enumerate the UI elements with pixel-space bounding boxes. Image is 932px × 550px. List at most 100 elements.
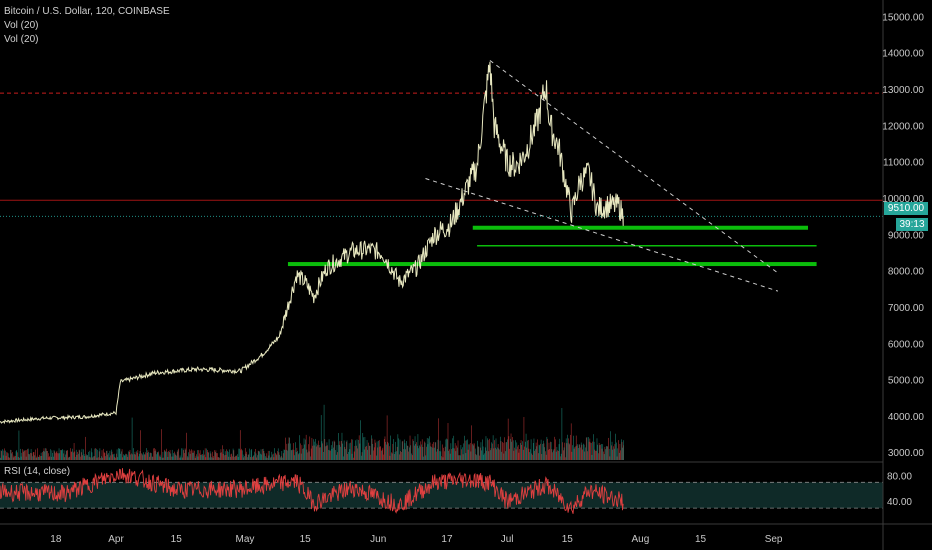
volume-bar — [563, 450, 564, 460]
volume-bar — [284, 449, 285, 460]
volume-bar — [162, 451, 164, 460]
volume-bar — [343, 456, 344, 460]
volume-bar — [314, 441, 316, 460]
volume-legend-2[interactable]: Vol (20) — [4, 34, 39, 45]
volume-bar — [152, 456, 154, 460]
volume-bar — [512, 437, 513, 460]
price-tick-label: 13000.00 — [882, 85, 924, 96]
volume-bar — [315, 438, 316, 460]
volume-bar — [163, 457, 164, 460]
volume-bar — [234, 456, 236, 460]
volume-bar — [232, 456, 233, 460]
volume-bar — [361, 452, 363, 460]
symbol-legend[interactable]: Bitcoin / U.S. Dollar, 120, COINBASE — [4, 6, 170, 17]
volume-bar — [117, 457, 119, 460]
volume-bar — [245, 453, 247, 460]
volume-bar — [426, 446, 427, 460]
volume-bar — [262, 449, 263, 460]
volume-bar — [477, 446, 479, 460]
volume-bar — [391, 452, 392, 460]
volume-bar — [564, 442, 566, 460]
volume-bar — [179, 455, 181, 460]
volume-bar — [35, 457, 37, 460]
volume-bar — [16, 449, 18, 460]
volume-bar — [113, 453, 115, 460]
volume-bar — [452, 448, 454, 460]
volume-bar — [607, 446, 609, 460]
volume-bar — [15, 451, 17, 460]
volume-bar — [243, 457, 245, 460]
volume-bar — [252, 456, 254, 460]
volume-bar — [590, 442, 592, 460]
volume-bar — [216, 453, 217, 460]
volume-bar — [339, 441, 341, 460]
volume-bar — [186, 432, 187, 460]
volume-bar — [333, 447, 334, 460]
volume-bar — [247, 457, 248, 460]
volume-legend-1[interactable]: Vol (20) — [4, 20, 39, 31]
volume-bar — [237, 454, 238, 460]
volume-bar — [402, 440, 404, 460]
volume-bar — [79, 450, 81, 460]
volume-bar — [325, 446, 326, 460]
volume-bar — [264, 453, 265, 460]
volume-bar — [170, 453, 172, 460]
volume-bar — [571, 451, 573, 460]
volume-bar — [449, 453, 451, 460]
volume-bar — [13, 455, 15, 460]
volume-bar — [398, 438, 399, 460]
volume-bar — [178, 448, 179, 460]
volume-bar — [171, 449, 173, 460]
price-tick-label: 6000.00 — [888, 339, 925, 350]
volume-bar — [481, 450, 482, 460]
volume-bar — [93, 456, 95, 460]
volume-bar — [534, 450, 535, 460]
volume-bar — [82, 455, 83, 460]
volume-bar — [416, 445, 418, 460]
volume-bar — [166, 451, 168, 460]
volume-bar — [84, 456, 86, 460]
volume-bar — [256, 457, 258, 460]
volume-bar — [443, 447, 444, 460]
volume-bar — [11, 453, 13, 460]
volume-bar — [480, 442, 482, 460]
volume-bar — [18, 430, 20, 460]
volume-bar — [141, 453, 142, 460]
volume-bar — [0, 450, 2, 460]
volume-bar — [43, 448, 45, 460]
volume-bar — [355, 440, 356, 460]
volume-bar — [431, 443, 433, 460]
volume-bar — [603, 454, 605, 460]
volume-bar — [303, 438, 305, 460]
volume-bar — [416, 442, 417, 460]
volume-bar — [606, 445, 607, 460]
volume-bar — [204, 448, 206, 460]
volume-bar — [490, 448, 492, 460]
volume-bar — [576, 445, 578, 460]
volume-bar — [437, 439, 439, 460]
volume-bar — [396, 451, 397, 460]
volume-bar — [307, 452, 308, 460]
volume-bar — [502, 441, 503, 460]
volume-bar — [122, 457, 124, 460]
volume-bar — [295, 442, 296, 460]
volume-bar — [40, 452, 42, 460]
volume-bar — [218, 457, 220, 460]
volume-bar — [315, 446, 317, 460]
volume-bar — [440, 451, 442, 460]
volume-bar — [428, 438, 429, 460]
volume-bar — [356, 445, 357, 460]
rsi-legend[interactable]: RSI (14, close) — [4, 466, 71, 477]
volume-bar — [127, 456, 129, 460]
volume-bar — [499, 449, 500, 460]
volume-bar — [466, 440, 467, 460]
volume-bar — [24, 450, 25, 460]
volume-bar — [150, 452, 152, 460]
volume-bar — [8, 457, 10, 460]
volume-bar — [100, 457, 101, 460]
volume-bar — [498, 448, 500, 460]
volume-bar — [568, 438, 569, 460]
